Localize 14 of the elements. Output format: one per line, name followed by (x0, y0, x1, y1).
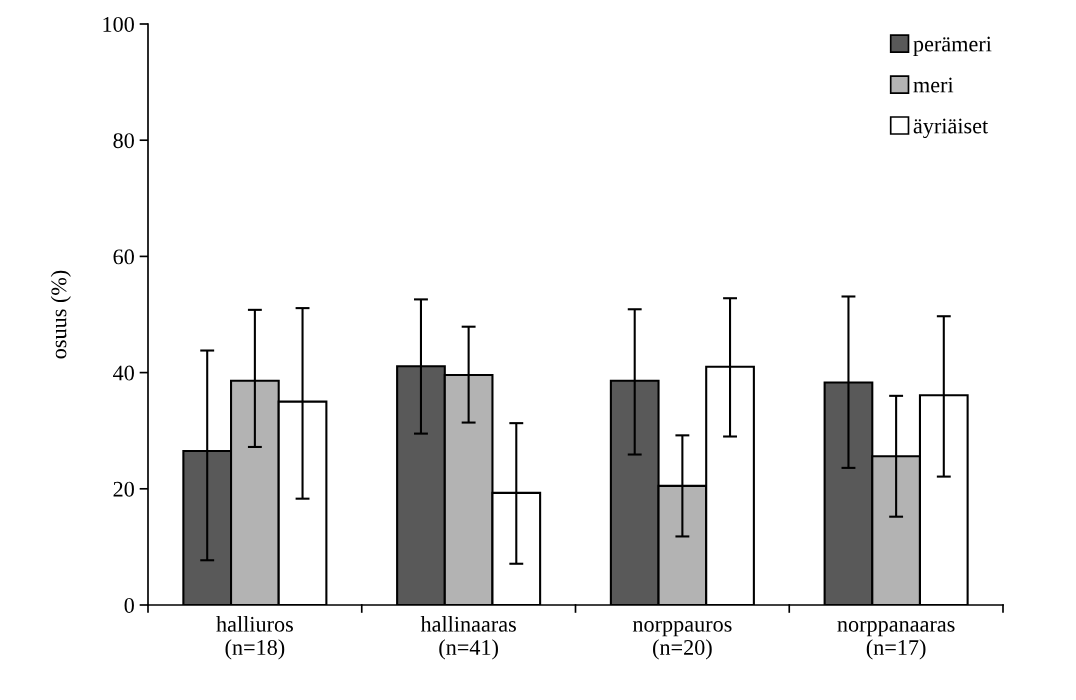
x-tick-label: norppauros (n=20) (632, 621, 732, 660)
x-tick-label: halliuros (n=18) (216, 616, 293, 660)
legend-label: perämeri (913, 36, 992, 57)
legend-label: äyriäiset (913, 118, 989, 139)
y-tick-label: 0 (124, 597, 134, 613)
x-tick-label: norppanaaras (n=17) (837, 621, 955, 660)
legend-label: meri (913, 77, 954, 93)
x-tick-label: hallinaaras (n=41) (420, 616, 516, 660)
y-axis-title: osuus (%) (50, 270, 71, 359)
y-tick-label: 20 (113, 481, 134, 497)
y-tick-label: 100 (103, 16, 134, 32)
y-tick-label: 80 (113, 133, 134, 149)
y-tick-label: 40 (113, 365, 134, 381)
y-tick-label: 60 (113, 249, 134, 265)
